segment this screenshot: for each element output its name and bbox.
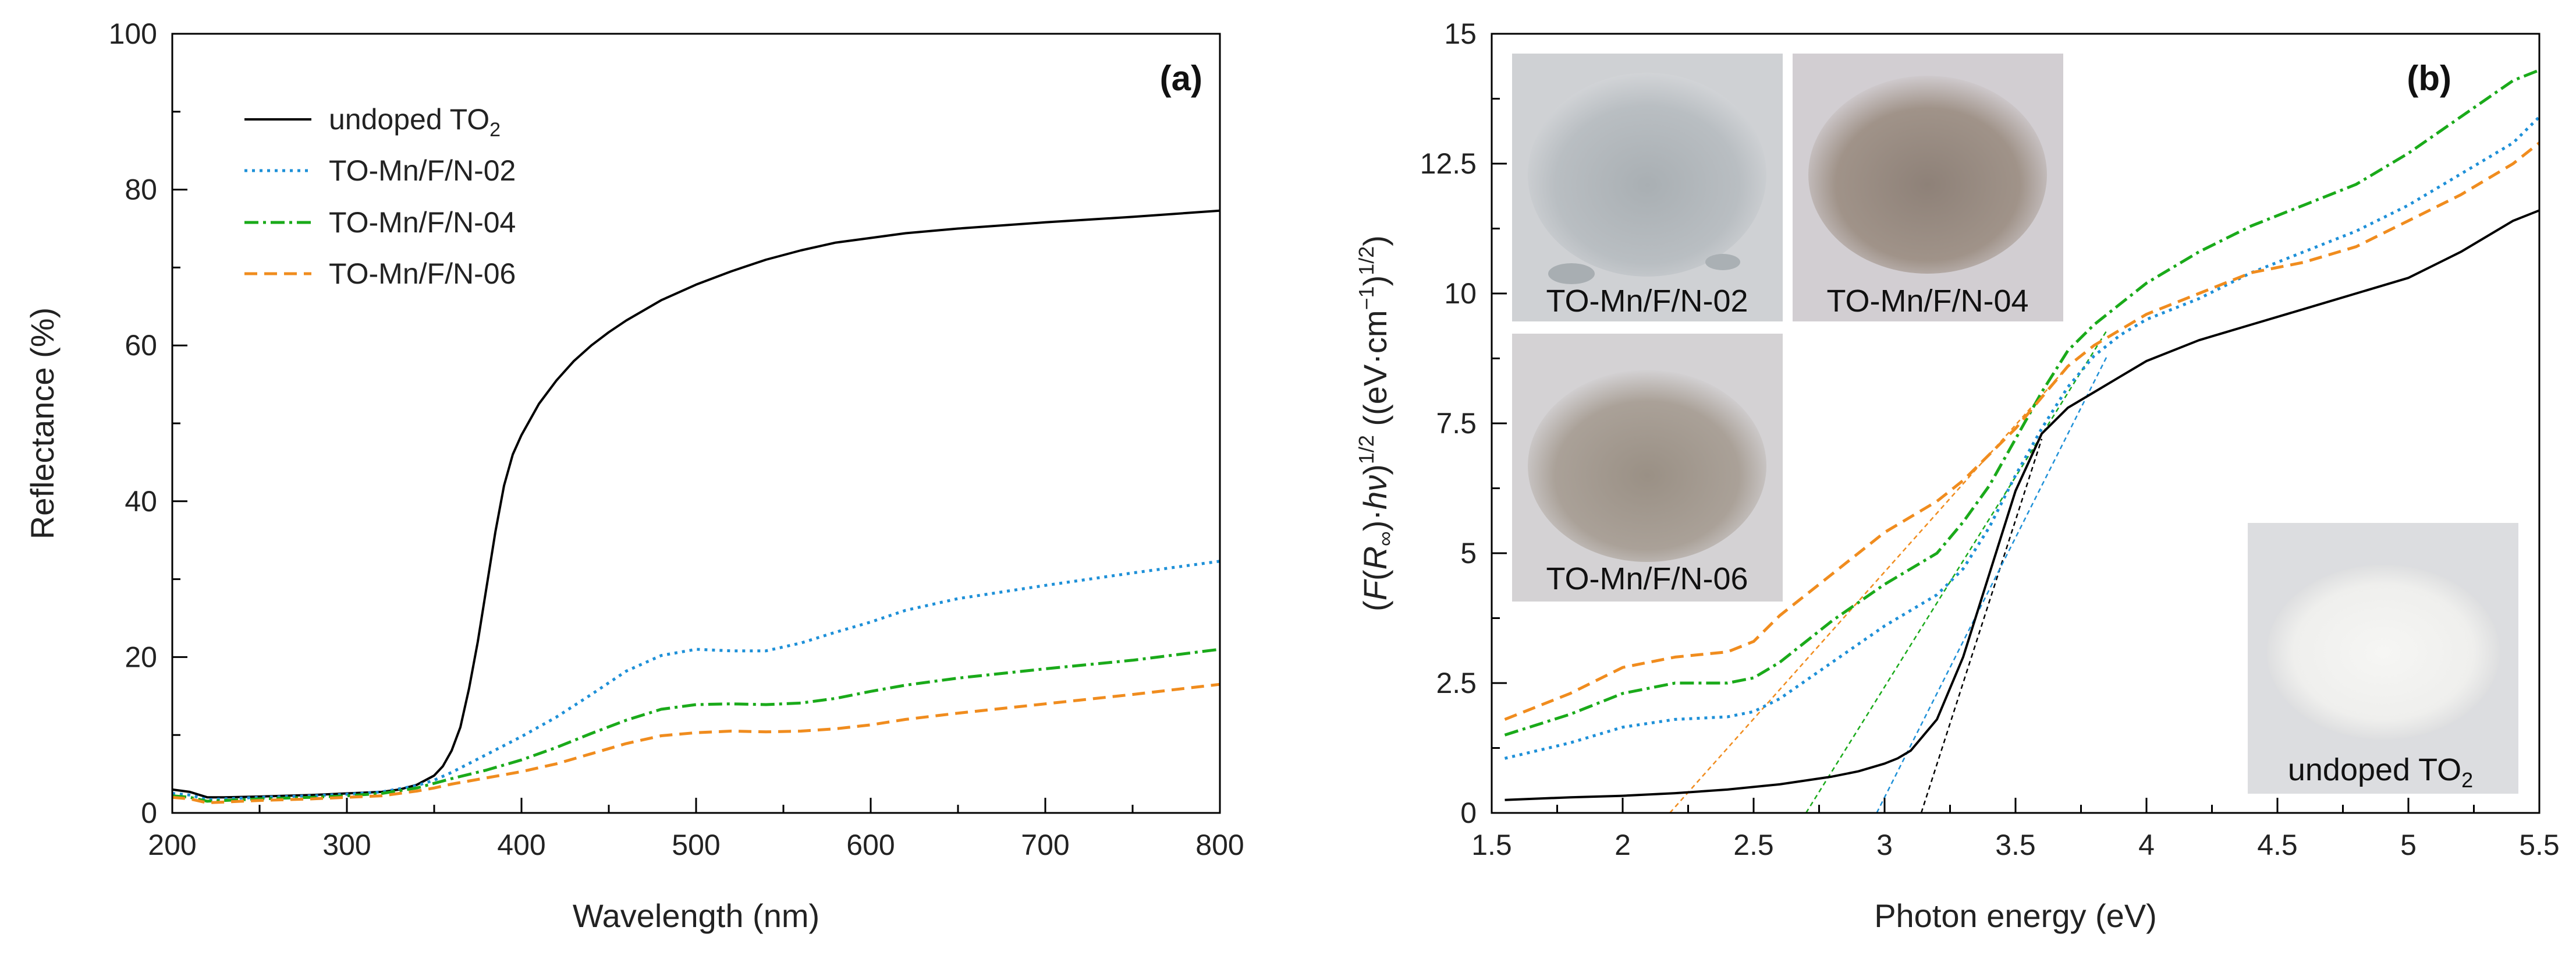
panel-b-xtick-label: 4.5 <box>2257 829 2298 861</box>
panel-b-tauc-plot: TO-Mn/F/N-02 TO-Mn/F/N-04 TO-Mn/F/N-06 u… <box>1354 17 2560 934</box>
legend-label-06: TO-Mn/F/N-06 <box>329 257 516 290</box>
inset-photo-undoped-caption: undoped TO2 <box>2288 752 2473 792</box>
panel-b-ylabel: (F(R∞)·hν)1/2 ((eV·cm−1)1/2) <box>1354 235 1397 611</box>
panel-a-ytick-label: 20 <box>125 641 157 673</box>
panel-a-xtick-label: 700 <box>1021 829 1069 861</box>
panel-b-xtick-label: 2.5 <box>1733 829 1774 861</box>
panel-a-label: (a) <box>1160 59 1202 98</box>
panel-b-label: (b) <box>2407 59 2451 98</box>
panel-a-series-to-mn-f-n-06 <box>172 682 1220 805</box>
inset-photo-06: TO-Mn/F/N-06 <box>1512 334 1783 602</box>
panel-a-ytick-label: 80 <box>125 174 157 206</box>
panel-b-ytick-label: 7.5 <box>1436 407 1477 440</box>
panel-a-ticks: 200 300 400 500 600 700 800 0 20 40 60 80 100 <box>109 17 1244 861</box>
inset-photo-02: TO-Mn/F/N-02 <box>1512 54 1783 321</box>
panel-b-ytick-label: 12.5 <box>1420 147 1477 180</box>
panel-b-xtick-label: 2 <box>1615 829 1631 861</box>
panel-a-xtick-label: 600 <box>846 829 895 861</box>
panel-a-ytick-label: 100 <box>109 17 157 50</box>
panel-b-series-to-mn-f-n-04 <box>1504 69 2540 737</box>
inset-photo-06-caption: TO-Mn/F/N-06 <box>1546 561 1748 596</box>
panel-b-xtick-label: 3 <box>1876 829 1893 861</box>
legend-label-undoped: undoped TO2 <box>329 103 501 141</box>
panel-a-xlabel: Wavelength (nm) <box>573 897 819 934</box>
inset-photo-02-caption: TO-Mn/F/N-02 <box>1546 284 1748 319</box>
panel-a-xtick-label: 300 <box>322 829 371 861</box>
inset-photo-undoped-pile <box>2267 565 2500 740</box>
panel-b-xtick-label: 1.5 <box>1471 829 1512 861</box>
panel-b-fit-line-to-mn-f-n-02 <box>1876 355 2108 813</box>
inset-photo-02-pile <box>1528 73 1766 277</box>
panel-b-ytick-label: 2.5 <box>1436 667 1477 699</box>
panel-a-xtick-label: 800 <box>1195 829 1244 861</box>
panel-b-ytick-label: 15 <box>1444 17 1477 50</box>
panel-a-reflectance: 200 300 400 500 600 700 800 0 20 40 60 80 100 (a) Wa… <box>24 17 1244 934</box>
panel-b-xtick-label: 4 <box>2138 829 2155 861</box>
panel-b-xlabel: Photon energy (eV) <box>1874 897 2157 934</box>
legend-label-02: TO-Mn/F/N-02 <box>329 154 516 187</box>
inset-photo-undoped: undoped TO2 <box>2248 523 2518 794</box>
panel-b-curves <box>1504 69 2540 813</box>
panel-a-curves <box>172 209 1220 805</box>
panel-a-series-undoped-to <box>172 209 1220 799</box>
panel-b-ytick-label: 5 <box>1460 537 1477 570</box>
panel-a-xtick-label: 500 <box>672 829 720 861</box>
panel-a-ylabel: Reflectance (%) <box>24 307 61 539</box>
panel-a-xtick-label: 400 <box>497 829 545 861</box>
panel-b-xtick-label: 3.5 <box>1995 829 2036 861</box>
inset-photo-02-chunk <box>1548 263 1595 284</box>
panel-b-ytick-label: 10 <box>1444 277 1477 310</box>
panel-b-fit-line-to-mn-f-n-04 <box>1805 329 2108 813</box>
panel-a-series-to-mn-f-n-04 <box>172 648 1220 803</box>
panel-b-fit-line-undoped-to2 <box>1920 438 2043 813</box>
panel-a-legend: undoped TO2 TO-Mn/F/N-02 TO-Mn/F/N-04 TO… <box>244 103 516 290</box>
inset-photo-04-pile <box>1808 76 2047 274</box>
panel-b-xtick-label: 5.5 <box>2519 829 2560 861</box>
panel-a-ytick-label: 60 <box>125 329 157 362</box>
panel-b-series-to-mn-f-n-06 <box>1504 142 2540 721</box>
inset-photo-04: TO-Mn/F/N-04 <box>1793 54 2063 321</box>
panel-b-ytick-label: 0 <box>1460 797 1477 829</box>
panel-a-series-to-mn-f-n-02 <box>172 560 1220 801</box>
panel-b-ticks: 1.5 2 2.5 3 3.5 4 4.5 5 5.5 0 2.5 5 7.5 10 12.5 15 <box>1420 17 2560 861</box>
panel-a-ytick-label: 40 <box>125 485 157 518</box>
inset-photo-06-pile <box>1528 370 1766 562</box>
panel-b-xtick-label: 5 <box>2400 829 2417 861</box>
panel-b-series-undoped-to2 <box>1505 209 2540 801</box>
panel-a-xtick-label: 200 <box>148 829 196 861</box>
panel-a-frame <box>171 33 1221 814</box>
legend-label-04: TO-Mn/F/N-04 <box>329 206 516 239</box>
inset-photo-04-caption: TO-Mn/F/N-04 <box>1826 284 2028 319</box>
panel-a-ytick-label: 0 <box>141 797 157 829</box>
inset-photo-02-chunk <box>1705 254 1740 270</box>
